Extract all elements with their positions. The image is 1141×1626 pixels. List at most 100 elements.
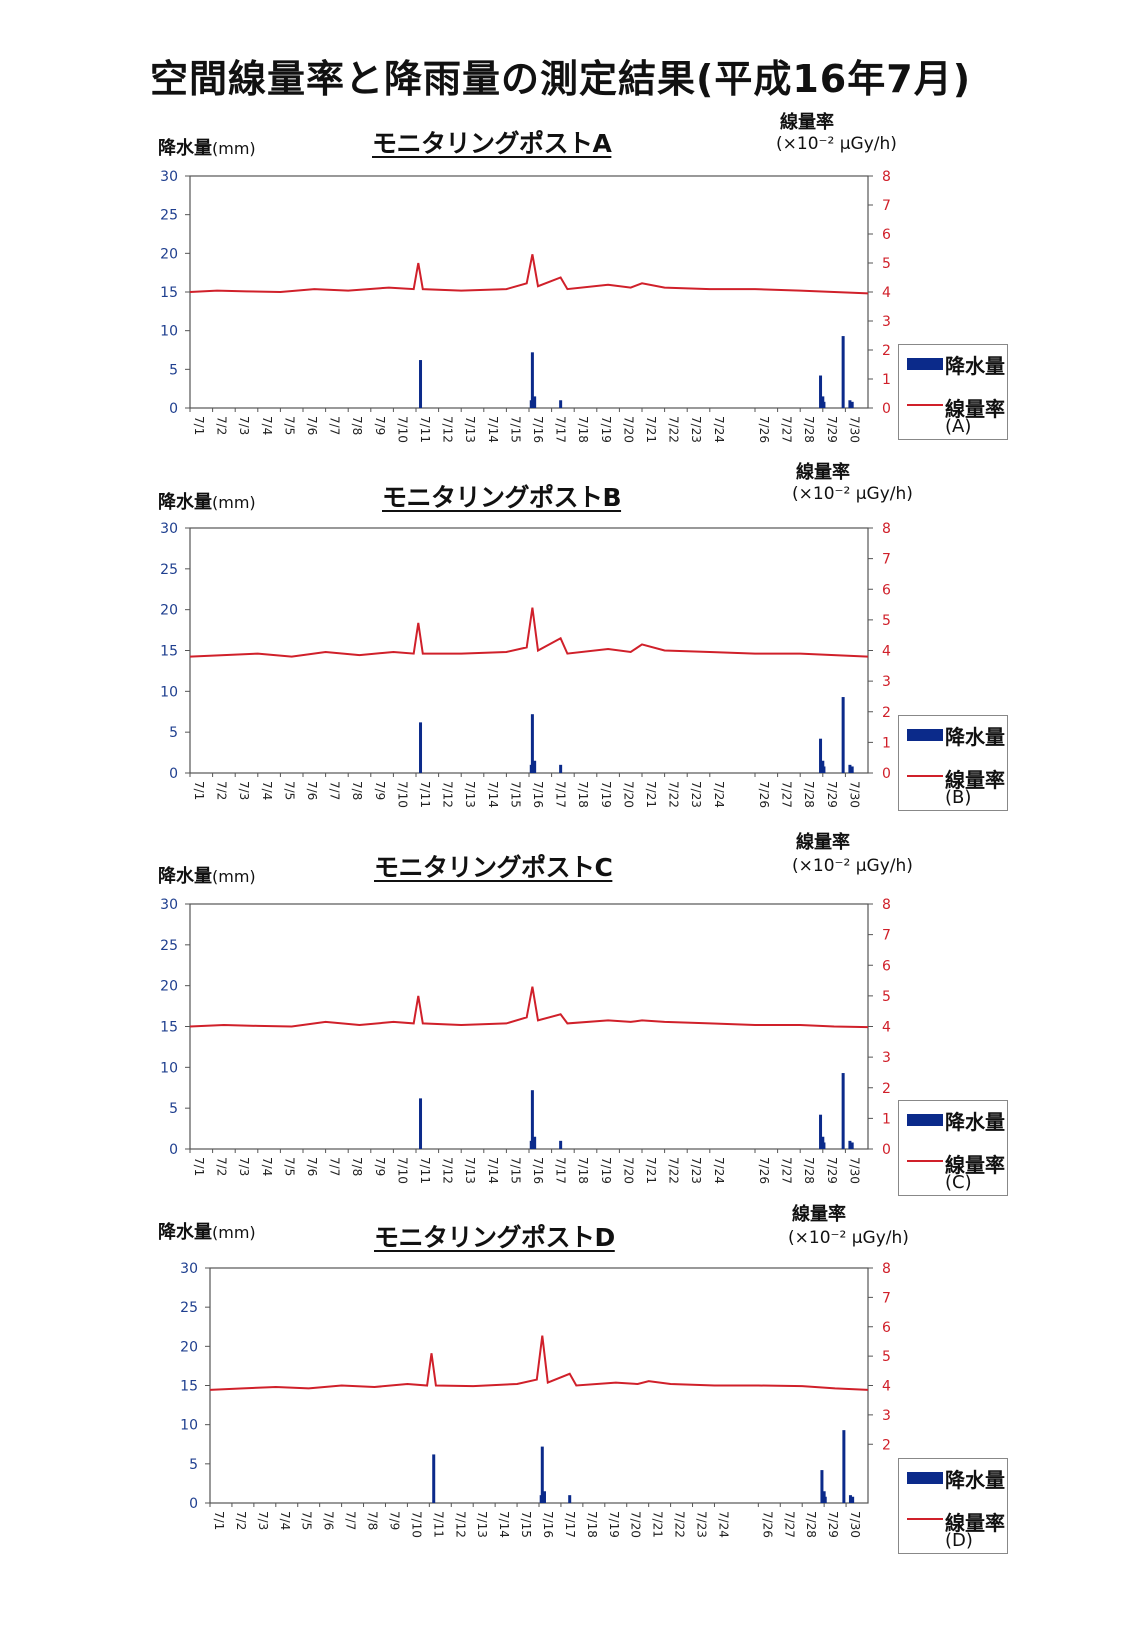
right-tick-label: 3: [882, 1050, 891, 1066]
legend-rate-swatch: [907, 404, 943, 406]
left-tick-label: 0: [169, 1142, 178, 1158]
legend-rain-swatch: [907, 729, 943, 741]
legend-rate-label: 線量率: [945, 397, 1005, 421]
left-tick-label: 30: [160, 169, 178, 185]
rain-bar: [823, 1496, 827, 1503]
x-tick-label: 7/2: [215, 416, 229, 435]
x-tick-label: 7/18: [576, 1157, 590, 1184]
right-tick-label: 7: [882, 552, 891, 568]
rain-bar: [568, 1495, 572, 1503]
x-tick-label: 7/13: [463, 781, 477, 808]
x-tick-label: 7/1: [212, 1511, 226, 1530]
x-tick-label: 7/4: [260, 781, 274, 800]
rate-axis-label: 線量率: [796, 832, 850, 853]
legend-rain-label: 降水量: [945, 354, 1005, 378]
rain-bar: [842, 1430, 846, 1503]
x-tick-label: 7/12: [453, 1511, 467, 1538]
x-tick-label: 7/8: [350, 781, 364, 800]
x-tick-label: 7/6: [305, 781, 319, 800]
left-tick-label: 15: [180, 1379, 198, 1395]
x-tick-label: 7/20: [621, 416, 635, 443]
chart-title: モニタリングポストA: [372, 129, 612, 158]
right-tick-label: 0: [882, 766, 891, 782]
left-tick-label: 15: [160, 285, 178, 301]
right-tick-label: 4: [882, 285, 891, 301]
x-tick-label: 7/17: [554, 781, 568, 808]
legend-rate-swatch: [907, 1160, 943, 1162]
x-tick-label: 7/27: [780, 416, 794, 443]
legend-tag: (A): [945, 416, 972, 437]
x-tick-label: 7/5: [282, 1157, 296, 1176]
x-tick-label: 7/15: [519, 1511, 533, 1538]
x-tick-label: 7/5: [300, 1511, 314, 1530]
x-tick-label: 7/29: [826, 1511, 840, 1538]
legend-rain-swatch: [907, 358, 943, 370]
right-tick-label: 8: [882, 521, 891, 537]
x-tick-label: 7/21: [644, 416, 658, 443]
rain-bar: [848, 400, 852, 408]
chart-panel-a: 降水量(mm) モニタリングポストA 線量率 (×10⁻² μGy/h) 0 5 1…: [0, 108, 1141, 460]
x-tick-label: 7/24: [712, 781, 726, 808]
rain-bar: [819, 1114, 823, 1149]
left-tick-label: 25: [160, 938, 178, 954]
rain-bar: [851, 1496, 855, 1503]
right-tick-label: 0: [882, 1142, 891, 1158]
rain-bar: [530, 714, 534, 773]
left-tick-label: 5: [169, 1101, 178, 1117]
dose-rate-line: [209, 1335, 869, 1391]
rain-bar: [850, 766, 854, 773]
left-tick-label: 30: [160, 897, 178, 913]
chart-panel-b: 降水量(mm) モニタリングポストB 線量率 (×10⁻² μGy/h) 0 5 1…: [0, 458, 1141, 830]
right-tick-label: 3: [882, 674, 891, 690]
x-tick-label: 7/18: [585, 1511, 599, 1538]
x-tick-label: 7/3: [237, 781, 251, 800]
x-tick-label: 7/11: [418, 416, 432, 443]
rain-bar: [559, 1140, 563, 1149]
x-tick-label: 7/21: [644, 1157, 658, 1184]
x-tick-label: 7/2: [234, 1511, 248, 1530]
x-tick-label: 7/4: [260, 416, 274, 435]
x-tick-label: 7/22: [667, 781, 681, 808]
x-tick-label: 7/16: [531, 416, 545, 443]
x-tick-label: 7/28: [802, 781, 816, 808]
x-tick-label: 7/29: [825, 1157, 839, 1184]
right-tick-label: 7: [882, 1290, 891, 1306]
right-tick-label: 6: [882, 958, 891, 974]
x-tick-label: 7/29: [825, 781, 839, 808]
rain-bar: [820, 1470, 824, 1503]
rate-axis-unit: (×10⁻² μGy/h): [792, 484, 913, 504]
x-tick-label: 7/21: [644, 781, 658, 808]
x-tick-label: 7/28: [804, 1511, 818, 1538]
x-tick-label: 7/24: [712, 416, 726, 443]
x-tick-label: 7/14: [497, 1511, 511, 1538]
legend-rate-label: 線量率: [945, 768, 1005, 792]
x-tick-label: 7/12: [441, 781, 455, 808]
legend-tag: (D): [945, 1530, 973, 1551]
rain-bar: [530, 1090, 534, 1149]
x-tick-label: 7/11: [418, 781, 432, 808]
x-tick-label: 7/27: [780, 1157, 794, 1184]
rain-bar: [850, 401, 854, 408]
rain-axis-label: 降水量(mm): [158, 1222, 256, 1243]
x-tick-label: 7/11: [431, 1511, 445, 1538]
x-tick-label: 7/15: [508, 781, 522, 808]
x-tick-label: 7/7: [328, 781, 342, 800]
x-tick-label: 7/23: [695, 1511, 709, 1538]
right-tick-label: 3: [882, 314, 891, 330]
x-tick-label: 7/17: [554, 1157, 568, 1184]
x-tick-label: 7/7: [344, 1511, 358, 1530]
x-tick-label: 7/3: [237, 1157, 251, 1176]
x-tick-label: 7/22: [673, 1511, 687, 1538]
x-tick-label: 7/29: [825, 416, 839, 443]
x-tick-label: 7/6: [305, 1157, 319, 1176]
legend-rain-label: 降水量: [945, 1110, 1005, 1134]
x-tick-label: 7/8: [350, 416, 364, 435]
right-tick-label: 1: [882, 372, 891, 388]
x-tick-label: 7/19: [607, 1511, 621, 1538]
x-tick-label: 7/18: [576, 781, 590, 808]
legend-rain-swatch: [907, 1472, 943, 1484]
rain-bar: [530, 352, 534, 408]
x-tick-label: 7/6: [322, 1511, 336, 1530]
x-tick-label: 7/10: [409, 1511, 423, 1538]
rain-axis-label: 降水量(mm): [158, 138, 256, 159]
